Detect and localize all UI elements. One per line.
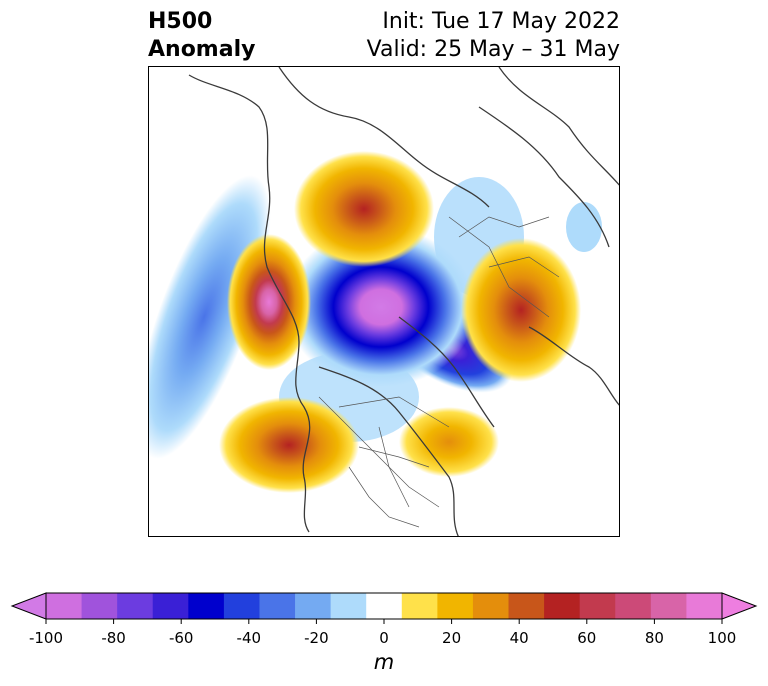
colorbar-segment [152,593,189,619]
colorbar-segment [46,593,83,619]
colorbar-segment [81,593,118,619]
colorbar-tick-label: 20 [442,629,462,647]
colorbar-segment [259,593,296,619]
colorbar-segment [615,593,652,619]
positive-anomaly-eastern-europe [461,238,581,382]
colorbar-segment [544,593,581,619]
colorbar-tick-label: 80 [644,629,664,647]
colorbar-segment [401,593,438,619]
colorbar-tick-label: 40 [509,629,529,647]
colorbar-segment [472,593,510,619]
colorbar-segment [579,593,616,619]
colorbar-segment [686,593,723,619]
anomaly-map [149,67,619,536]
valid-range: Valid: 25 May – 31 May [366,37,620,62]
positive-anomaly-atlantic [399,407,499,477]
colorbar-segment [437,593,474,619]
negative-anomaly-pacific-midlat [149,175,271,459]
colorbar-segment [330,593,367,619]
colorbar-extend-min [10,592,47,620]
positive-anomaly-western-us [219,397,359,493]
coastlines [188,67,619,536]
colorbar-segment [223,593,260,619]
colorbar-segment [650,593,687,619]
colorbar-tick-label: 100 [707,629,737,647]
country-borders [318,216,560,528]
map-title: H500 Anomaly [148,8,255,64]
positive-anomaly-north-pacific [227,234,311,370]
init-date: Init: Tue 17 May 2022 [382,9,620,34]
colorbar-tick-label: -100 [28,629,64,647]
positive-anomaly-central-siberia [294,151,434,267]
colorbar-tick-label: -20 [304,629,329,647]
colorbar-tick-label: 0 [379,629,389,647]
colorbar-segment [366,593,403,619]
title-line-2: Anomaly [148,37,256,62]
map-panel [148,66,620,537]
colorbar-tick-label: -80 [101,629,126,647]
negative-anomaly-east-asia-weak [566,202,602,252]
colorbar [10,592,758,624]
anomaly-shading [149,151,602,493]
colorbar-tick-label: -60 [168,629,194,647]
colorbar-segment [295,593,332,619]
colorbar-segment [188,593,225,619]
colorbar-segment [508,593,545,619]
colorbar-tick-label: 60 [577,629,597,647]
colorbar-tick-label: -40 [236,629,262,647]
colorbar-segment [117,593,154,619]
colorbar-extend-max [721,592,758,620]
title-line-1: H500 [148,9,213,34]
colorbar-unit-label: m [373,650,395,674]
map-dates: Init: Tue 17 May 2022 Valid: 25 May – 31… [367,8,620,64]
negative-anomaly-arctic [286,227,476,387]
